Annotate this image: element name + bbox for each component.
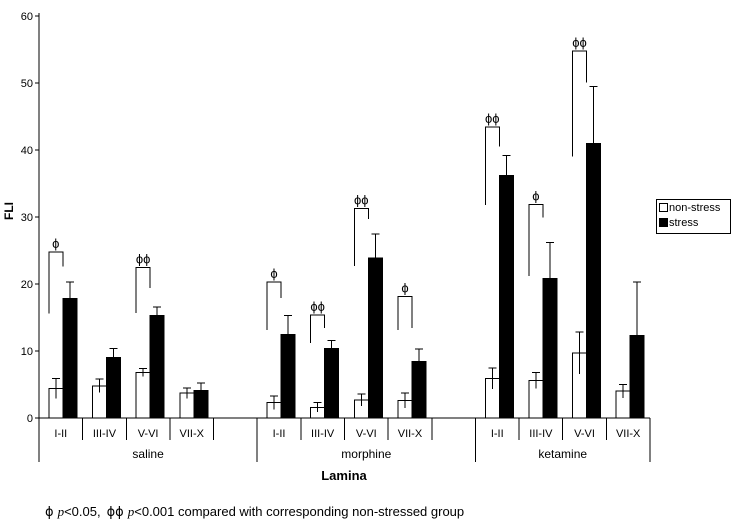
significance-bracket (528, 203, 544, 276)
significance-marker: ϕ (532, 188, 539, 203)
y-tick-label: 30 (21, 212, 33, 224)
legend: non-stress stress (656, 199, 731, 234)
lamina-label: III-IV (93, 428, 117, 440)
significance-marker: ϕ (401, 281, 408, 296)
significance-bracket (484, 126, 500, 205)
significance-bracket (353, 207, 369, 266)
significance-bracket (266, 281, 282, 331)
double-phi-symbol: ϕϕ (106, 505, 124, 520)
group-label-ketamine: ketamine (538, 447, 587, 461)
lamina-label: VII-X (398, 428, 423, 440)
group-label-morphine: morphine (341, 447, 391, 461)
significance-marker: ϕϕ (485, 111, 500, 126)
lamina-label: I-II (273, 428, 286, 440)
non-stress-swatch-icon (659, 203, 668, 212)
x-axis-title: Lamina (321, 468, 367, 483)
y-tick-label: 40 (21, 145, 33, 157)
significance-marker: ϕϕ (310, 299, 325, 314)
phi-symbol: ϕ (45, 505, 54, 520)
stress-swatch-icon (659, 218, 668, 227)
significance-marker: ϕϕ (572, 35, 587, 50)
bar-non-stress (135, 371, 151, 419)
significance-bracket (397, 296, 413, 331)
y-tick-label: 0 (27, 413, 33, 425)
significance-marker: ϕϕ (136, 251, 151, 266)
footnote-threshold-1: <0.05, (64, 504, 101, 519)
lamina-label: III-IV (311, 428, 335, 440)
lamina-label: VII-X (616, 428, 641, 440)
significance-marker: ϕϕ (354, 192, 369, 207)
bar-stress (62, 298, 78, 419)
legend-item-stress: stress (659, 216, 730, 231)
footnote-p-italic: p (127, 504, 135, 519)
lamina-label: III-IV (529, 428, 553, 440)
y-axis-title: FLI (2, 202, 16, 220)
lamina-label: I-II (491, 428, 504, 440)
bar-stress (149, 314, 165, 419)
significance-marker: ϕ (270, 266, 277, 281)
lamina-label: V-VI (574, 428, 595, 440)
legend-label-non-stress: non-stress (669, 202, 721, 214)
y-tick-label: 20 (21, 279, 33, 291)
significance-marker: ϕ (52, 236, 59, 251)
significance-bracket (135, 266, 151, 313)
y-tick-label: 60 (21, 11, 33, 23)
significance-bracket (572, 50, 588, 157)
significance-bracket (48, 251, 64, 314)
footnote-p-italic: p (57, 504, 65, 519)
bar-stress (324, 347, 340, 419)
legend-item-non-stress: non-stress (659, 201, 730, 216)
y-tick-label: 10 (21, 346, 33, 358)
y-tick-label: 50 (21, 78, 33, 90)
lamina-label: V-VI (356, 428, 377, 440)
lamina-label: V-VI (138, 428, 159, 440)
footnote: ϕ p<0.05, ϕϕ p<0.001 compared with correspo… (45, 504, 464, 520)
significance-bracket (310, 314, 326, 343)
bar-stress (498, 174, 514, 419)
footnote-threshold-2: <0.001 compared with corresponding non-s… (134, 504, 465, 519)
lamina-label: I-II (54, 428, 67, 440)
group-label-saline: saline (132, 447, 164, 461)
lamina-label: VII-X (180, 428, 205, 440)
legend-label-stress: stress (669, 217, 699, 229)
